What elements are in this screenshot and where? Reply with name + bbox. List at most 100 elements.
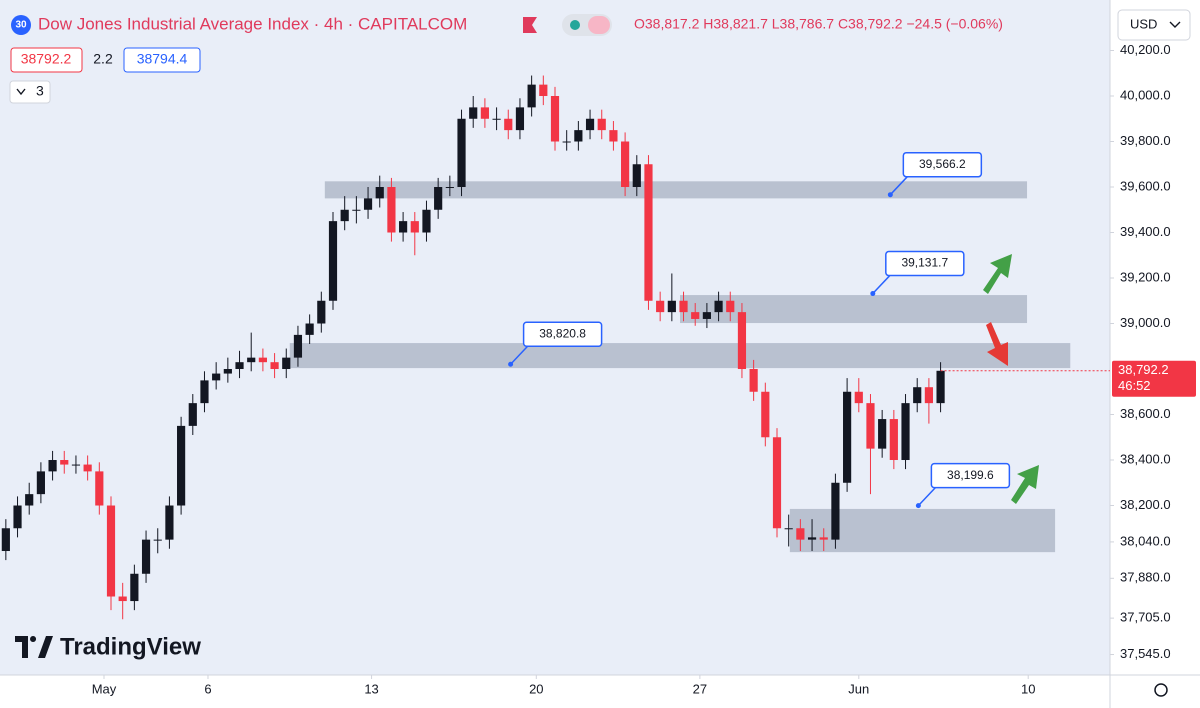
candle-body (328, 221, 338, 301)
y-tick-label: 39,400.0 (1120, 224, 1171, 239)
candle-body (585, 118, 595, 131)
candle-body (878, 419, 887, 449)
candle-body (410, 221, 419, 233)
candle-body (656, 300, 665, 313)
last-price-label: 38,792.2 (1118, 362, 1169, 377)
candle-body (293, 334, 303, 358)
candle-body (235, 362, 244, 370)
y-tick-label: 38,200.0 (1120, 497, 1171, 512)
callout-box (522, 321, 603, 348)
candle-body (247, 357, 256, 363)
candle-body (784, 528, 793, 530)
candle-body (632, 164, 641, 188)
logo-icon (15, 636, 53, 658)
y-tick-label: 37,880.0 (1120, 570, 1171, 585)
candle-body (270, 362, 279, 370)
candle-body (574, 130, 583, 142)
candle-body (282, 357, 291, 370)
ask-box[interactable] (123, 47, 201, 73)
candle-body (539, 84, 548, 97)
candle-body (141, 539, 151, 574)
candle-body (761, 391, 770, 438)
callout-label: 39,131.7 (901, 256, 948, 270)
candle-body (422, 209, 431, 233)
y-tick-label: 37,705.0 (1120, 610, 1171, 625)
candle-body (165, 505, 174, 540)
spread: 2.2 (93, 51, 113, 67)
candle-body (445, 187, 454, 189)
candle-body (901, 403, 910, 461)
candle-body (515, 107, 525, 131)
zone (324, 181, 1028, 199)
candle-body (819, 537, 828, 540)
candle-body (480, 107, 489, 119)
y-tick-label: 38,400.0 (1120, 451, 1171, 466)
flag-icon[interactable] (523, 17, 537, 33)
candle-body (807, 537, 817, 540)
up-arrow (983, 254, 1012, 294)
candle-body (737, 312, 747, 370)
x-tick-label: 20 (529, 681, 543, 696)
y-tick-label: 37,545.0 (1120, 646, 1171, 661)
candle-body (609, 130, 618, 142)
candle-body (258, 357, 267, 363)
candle-body (130, 573, 139, 602)
candle-body (25, 494, 34, 506)
candle-body (469, 107, 478, 119)
candle-body (854, 391, 863, 404)
market-open-dot (570, 20, 580, 30)
candle-body (71, 464, 81, 466)
callout-label: 39,566.2 (919, 157, 966, 171)
candle-body (527, 84, 536, 108)
x-tick-label: 13 (364, 681, 378, 696)
indicator-count: 3 (36, 83, 44, 99)
candle-body (200, 380, 209, 404)
indicators-toggle[interactable] (9, 80, 51, 104)
candle-body (562, 141, 571, 143)
callout-leader (917, 487, 936, 507)
candle-body (83, 464, 92, 472)
settings-icon[interactable] (1154, 683, 1168, 697)
candle-body (457, 118, 466, 188)
candle-body (36, 471, 45, 495)
callout-anchor (870, 291, 876, 297)
candle-body (95, 471, 104, 506)
candle-body (188, 403, 197, 426)
y-tick-label: 39,600.0 (1120, 178, 1171, 193)
y-tick-label: 39,000.0 (1120, 315, 1171, 330)
candle-body (831, 482, 840, 540)
callout-label: 38,199.6 (947, 468, 994, 482)
callout-anchor (887, 192, 893, 198)
candle-body (714, 300, 723, 313)
callout-box (885, 250, 965, 277)
callout-leader (889, 176, 908, 196)
last-price-tag (1112, 360, 1196, 397)
callout-anchor (508, 361, 514, 367)
zone (789, 508, 1056, 553)
candle-body (504, 118, 513, 131)
candle-body (106, 505, 116, 597)
candle-body (177, 425, 186, 506)
x-tick-label: 6 (204, 681, 211, 696)
candle-body (796, 528, 805, 540)
candle-body (48, 460, 57, 472)
y-tick-label: 39,200.0 (1120, 269, 1171, 284)
bid-box[interactable] (10, 47, 83, 73)
candle-body (702, 312, 711, 319)
candle-body (772, 437, 782, 529)
ask-price: 38794.4 (137, 51, 188, 67)
countdown: 46:52 (1118, 378, 1151, 393)
callout-anchor (915, 503, 921, 509)
candle-body (866, 403, 875, 449)
currency-button[interactable] (1117, 9, 1191, 41)
symbol-title[interactable]: Dow Jones Industrial Average Index · 4h … (38, 14, 467, 33)
chevron (1169, 21, 1181, 28)
x-tick-label: 27 (693, 681, 707, 696)
candle-body (13, 505, 22, 529)
y-tick-label: 38,600.0 (1120, 406, 1171, 421)
callout-leader (872, 275, 891, 295)
candle-body (726, 300, 735, 313)
currency: USD (1130, 16, 1157, 31)
ohlc-values: O38,817.2 H38,821.7 L38,786.7 C38,792.2 … (634, 16, 1003, 32)
callout-box (930, 462, 1011, 489)
